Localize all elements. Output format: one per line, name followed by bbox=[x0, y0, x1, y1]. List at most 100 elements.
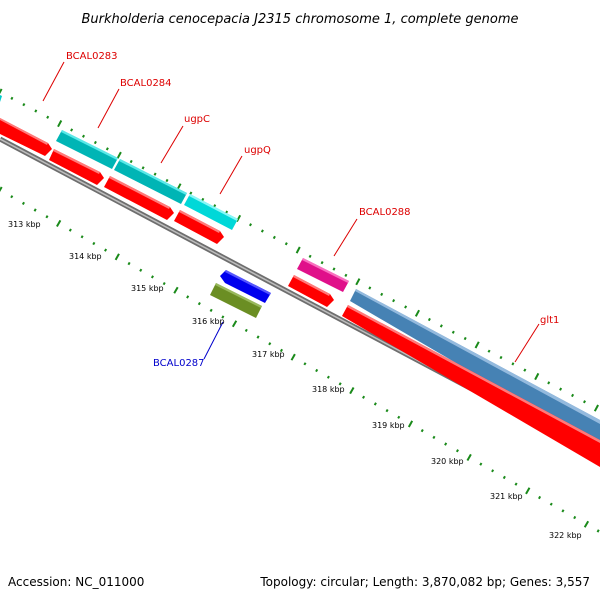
tick-mark bbox=[256, 335, 260, 339]
tick-mark bbox=[244, 328, 248, 332]
tick-mark bbox=[404, 305, 408, 309]
tick-mark bbox=[165, 178, 169, 183]
tick-mark bbox=[583, 400, 586, 404]
tick-mark bbox=[46, 115, 50, 119]
tick-mark bbox=[596, 529, 600, 533]
tick-mark bbox=[407, 420, 414, 428]
cds-ugpc bbox=[104, 176, 174, 220]
tick-mark bbox=[479, 462, 483, 466]
tick-mark bbox=[197, 302, 201, 306]
tick-mark bbox=[221, 315, 225, 319]
tick-mark bbox=[487, 349, 491, 353]
tick-mark bbox=[82, 134, 85, 138]
tick-mark bbox=[373, 402, 377, 406]
tick-mark bbox=[236, 214, 242, 222]
tick-mark bbox=[392, 299, 396, 303]
tick-mark bbox=[420, 429, 424, 433]
tick-mark bbox=[0, 186, 3, 193]
tick-mark bbox=[129, 159, 133, 164]
tick-mark bbox=[561, 509, 565, 513]
tick-mark bbox=[474, 341, 480, 349]
tick-mark bbox=[303, 362, 307, 366]
tick-mark bbox=[439, 324, 443, 328]
tick-mark bbox=[92, 241, 96, 246]
feature-track-lower bbox=[210, 270, 271, 318]
tick-mark bbox=[463, 336, 467, 341]
tick-mark bbox=[173, 286, 179, 294]
kbp-label: 313 kbp bbox=[8, 220, 41, 229]
tick-mark bbox=[21, 201, 25, 205]
gene-label-ugpc[interactable]: ugpC bbox=[184, 114, 210, 125]
kbp-labels: 313 kbp 314 kbp 315 kbp 316 kbp 317 kbp … bbox=[8, 220, 582, 540]
kbp-label: 315 kbp bbox=[131, 284, 164, 293]
tick-mark bbox=[279, 348, 283, 353]
tick-mark bbox=[502, 475, 506, 480]
gene-label-ugpq[interactable]: ugpQ bbox=[244, 145, 271, 156]
kbp-label: 318 kbp bbox=[312, 385, 345, 394]
kbp-label: 314 kbp bbox=[69, 252, 102, 261]
tick-mark bbox=[491, 469, 495, 473]
tick-mark bbox=[56, 219, 62, 227]
tick-mark bbox=[284, 242, 288, 246]
tick-mark bbox=[10, 195, 14, 199]
tick-mark bbox=[397, 415, 401, 419]
cds-bcal0287-reverse bbox=[220, 270, 271, 303]
tick-mark bbox=[162, 282, 166, 286]
tick-mark bbox=[116, 151, 122, 159]
gene-labels: BCAL0283 BCAL0284 ugpC ugpQ BCAL0288 glt… bbox=[66, 51, 559, 369]
tick-mark bbox=[290, 353, 296, 361]
tick-mark bbox=[593, 404, 599, 412]
kbp-label: 319 kbp bbox=[372, 421, 405, 430]
tick-mark bbox=[139, 268, 143, 272]
tick-mark bbox=[362, 395, 366, 399]
gene-label-bcal0284[interactable]: BCAL0284 bbox=[120, 78, 172, 89]
tick-mark bbox=[525, 487, 531, 495]
tick-mark bbox=[57, 120, 63, 128]
tick-mark bbox=[33, 208, 37, 212]
kbp-label: 322 kbp bbox=[549, 531, 582, 540]
tick-mark bbox=[427, 317, 431, 322]
tick-mark bbox=[444, 442, 448, 446]
tick-mark bbox=[104, 248, 108, 252]
tick-mark bbox=[260, 229, 264, 233]
gene-label-bcal0287[interactable]: BCAL0287 bbox=[153, 358, 205, 369]
cds-bcal0288 bbox=[288, 275, 334, 307]
cds-glt1 bbox=[342, 305, 600, 467]
gene-label-bcal0288[interactable]: BCAL0288 bbox=[359, 207, 411, 218]
tick-mark bbox=[22, 103, 26, 107]
tick-mark bbox=[231, 320, 238, 328]
tick-mark bbox=[80, 235, 84, 239]
tick-mark bbox=[34, 109, 38, 113]
cds-bcal0284 bbox=[49, 149, 104, 185]
map-title: Burkholderia cenocepacia J2315 chromosom… bbox=[81, 12, 518, 27]
gene-label-bcal0283[interactable]: BCAL0283 bbox=[66, 51, 118, 62]
cds-ugpq bbox=[174, 210, 224, 244]
kbp-label: 317 kbp bbox=[252, 350, 285, 359]
tick-mark bbox=[523, 368, 527, 372]
tick-mark bbox=[534, 372, 540, 381]
gene-label-glt1[interactable]: glt1 bbox=[540, 315, 559, 326]
tick-mark bbox=[315, 368, 319, 373]
tick-mark bbox=[573, 515, 577, 520]
tick-mark bbox=[547, 381, 551, 385]
genome-summary-text: Topology: circular; Length: 3,870,082 bp… bbox=[259, 575, 590, 589]
tick-mark bbox=[320, 261, 324, 265]
tick-mark bbox=[499, 355, 503, 360]
tick-mark bbox=[583, 520, 590, 528]
tick-mark bbox=[385, 408, 389, 413]
tick-mark bbox=[201, 197, 205, 202]
tick-mark bbox=[326, 375, 330, 379]
gene-bcal0287-bar bbox=[210, 283, 262, 318]
tick-mark bbox=[571, 393, 575, 398]
tick-mark bbox=[355, 278, 361, 286]
tick-mark bbox=[249, 223, 252, 227]
tick-mark bbox=[10, 96, 14, 100]
gene-ugpq-bar bbox=[184, 194, 238, 230]
tick-mark bbox=[549, 502, 553, 506]
kbp-label: 320 kbp bbox=[431, 457, 464, 466]
gene-bcal0284-bar bbox=[56, 130, 118, 169]
tick-mark bbox=[272, 235, 276, 240]
tick-mark bbox=[70, 128, 74, 132]
tick-mark bbox=[432, 435, 436, 439]
cds-bcal0283 bbox=[0, 118, 52, 156]
